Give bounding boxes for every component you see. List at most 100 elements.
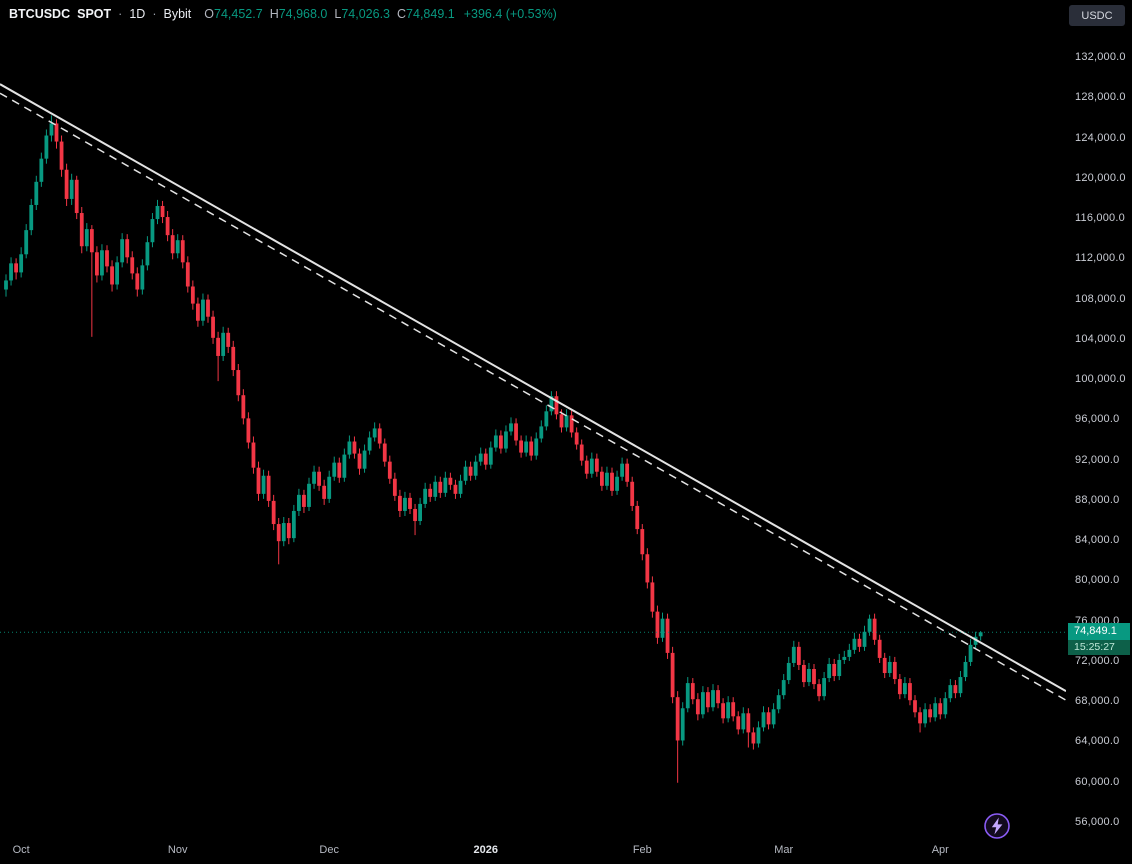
- candle-body: [933, 703, 938, 718]
- candle-body: [266, 475, 271, 501]
- interval-label[interactable]: 1D: [129, 7, 146, 21]
- time-tick-label: Dec: [319, 844, 339, 856]
- candle-body: [155, 205, 160, 220]
- price-tick-label: 100,000.0: [1075, 373, 1126, 386]
- price-tick-label: 112,000.0: [1075, 252, 1125, 265]
- candle-body: [928, 709, 933, 718]
- candle-body: [529, 441, 534, 456]
- candle-body: [9, 263, 13, 281]
- candle-body: [701, 692, 705, 715]
- price-tick-label: 116,000.0: [1075, 212, 1125, 225]
- price-tick-label: 88,000.0: [1075, 493, 1120, 506]
- candle-body: [458, 480, 463, 494]
- candle-body: [428, 488, 433, 497]
- candle-body: [716, 690, 720, 704]
- candle-body: [332, 462, 337, 477]
- candle-body: [675, 697, 680, 741]
- close-label: C: [397, 7, 407, 21]
- candle-body: [504, 431, 508, 449]
- candle-body: [776, 695, 781, 710]
- candle-body: [534, 438, 539, 456]
- candle-body: [680, 708, 685, 741]
- candle-body: [751, 732, 756, 744]
- price-tick-label: 132,000.0: [1075, 51, 1126, 63]
- candle-body: [433, 481, 438, 497]
- candle-body: [786, 662, 791, 681]
- symbol-legend: BTCUSDC SPOT · 1D · Bybit O74,452.7 H74,…: [9, 7, 557, 21]
- time-axis[interactable]: Oct Nov Dec 2026 Feb Mar Apr: [0, 838, 1066, 864]
- candle-body: [817, 684, 821, 697]
- candle-body: [201, 299, 205, 321]
- candle-body: [206, 299, 210, 317]
- time-tick-label: 2026: [473, 844, 498, 856]
- candle-body: [74, 179, 79, 214]
- candle-body: [337, 462, 342, 478]
- candle-body: [438, 481, 443, 493]
- descending-resistance-solid: [0, 83, 1066, 693]
- candle-body: [453, 484, 458, 494]
- candle-body: [670, 652, 675, 698]
- legend-separator: ·: [152, 7, 157, 21]
- candle-body: [4, 280, 8, 290]
- candle-body: [443, 477, 448, 493]
- candle-body: [913, 700, 917, 713]
- candle-body: [761, 712, 766, 728]
- candle-body: [721, 703, 725, 719]
- candle-body: [221, 332, 226, 356]
- lightning-icon: [984, 813, 1010, 839]
- candle-body: [24, 230, 29, 255]
- price-tick-label: 80,000.0: [1075, 574, 1120, 587]
- candle-body: [822, 678, 826, 697]
- candlestick-chart[interactable]: [0, 0, 1066, 864]
- candle-body: [236, 370, 241, 396]
- candle-body: [499, 435, 503, 449]
- candle-body: [312, 471, 316, 484]
- candle-body: [165, 217, 170, 236]
- candle-body: [706, 692, 710, 708]
- candle-body: [418, 503, 422, 522]
- candle-body: [372, 428, 377, 438]
- candle-body: [271, 500, 276, 525]
- trendlines-layer[interactable]: [0, 83, 1066, 701]
- candle-body: [514, 423, 518, 441]
- current-price-badge: 74,849.1 15:25:27: [1068, 623, 1130, 656]
- exchange-label[interactable]: Bybit: [163, 7, 192, 21]
- candle-body: [54, 123, 59, 142]
- candle-body: [887, 661, 892, 674]
- candle-body: [423, 488, 428, 504]
- candle-body: [19, 254, 24, 273]
- candle-body: [398, 495, 402, 511]
- candle-body: [630, 481, 635, 506]
- time-tick-label: Apr: [931, 844, 949, 856]
- candle-body: [574, 432, 579, 445]
- candle-body: [44, 135, 49, 159]
- candle-body: [322, 485, 327, 499]
- candle-body: [605, 472, 609, 486]
- candle-body: [281, 523, 286, 542]
- candle-body: [226, 332, 231, 347]
- candle-body: [852, 638, 857, 650]
- low-label: L: [334, 7, 342, 21]
- candle-body: [317, 471, 321, 486]
- currency-unit-button[interactable]: USDC: [1069, 5, 1125, 26]
- close-value: 74,849.1: [406, 7, 455, 21]
- price-tick-label: 124,000.0: [1075, 131, 1126, 144]
- high-value: 74,968.0: [278, 7, 328, 21]
- candle-body: [342, 454, 347, 478]
- symbol-name[interactable]: BTCUSDC: [9, 7, 71, 21]
- candle-body: [807, 669, 811, 683]
- candle-body: [377, 428, 382, 444]
- candle-body: [867, 618, 872, 632]
- price-tick-label: 96,000.0: [1075, 413, 1120, 426]
- candle-body: [79, 213, 84, 247]
- candle-body: [897, 679, 902, 695]
- candle-body: [690, 683, 695, 700]
- boost-button[interactable]: [983, 812, 1011, 840]
- candle-body: [549, 396, 554, 412]
- candle-body: [872, 618, 877, 640]
- price-axis[interactable]: 132,000.0 128,000.0 124,000.0 120,000.0 116,…: [1066, 28, 1132, 840]
- candle-body: [802, 664, 806, 683]
- candle-body: [403, 497, 407, 511]
- candle-body: [175, 240, 180, 254]
- candle-body: [413, 508, 417, 522]
